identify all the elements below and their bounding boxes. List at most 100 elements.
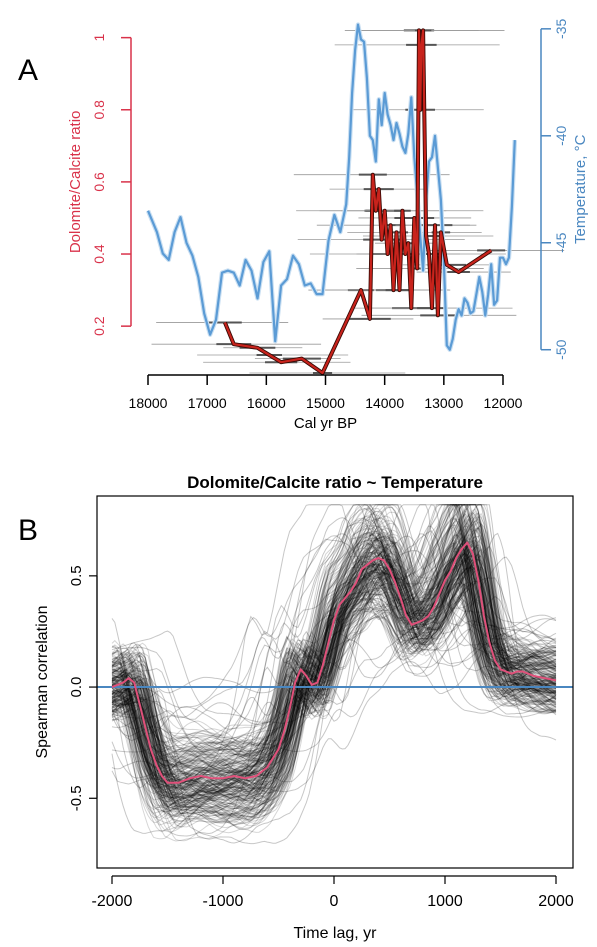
b-ensemble-line (111, 561, 557, 813)
b-ensemble-line (111, 519, 557, 781)
b-ensemble-line (111, 594, 557, 799)
b-ensemble-line (111, 549, 557, 753)
b-ensemble-line (111, 532, 557, 807)
b-ensemble-line (111, 516, 557, 815)
b-ensemble-line (111, 507, 557, 801)
b-median-line (111, 541, 557, 784)
b-chart-title: Dolomite/Calcite ratio ~ Temperature (187, 473, 483, 492)
b-ensemble-line (111, 550, 557, 822)
b-ensemble-line (111, 516, 557, 794)
b-ensemble-line (111, 564, 557, 765)
b-ensemble-line (111, 576, 557, 798)
b-ensemble-line (111, 540, 557, 787)
b-ensemble-line (111, 516, 557, 801)
a-right-axis: -50 -45 -40 -35 (540, 19, 569, 360)
b-ensemble-line (111, 580, 557, 781)
panel-a-letter: A (18, 54, 38, 87)
b-ensemble-line (111, 545, 557, 844)
b-ensemble-line (111, 557, 557, 777)
b-ensemble-line (111, 504, 557, 735)
panel-b-letter: B (18, 514, 38, 547)
b-ensemble-line (111, 568, 557, 759)
b-ensemble-line (111, 504, 557, 801)
b-ensemble-line (111, 504, 557, 837)
b-ensemble-line (111, 518, 557, 777)
b-ensemble-line (111, 518, 557, 824)
b-ensemble-line (111, 539, 557, 808)
b-ensemble-line (111, 641, 557, 800)
b-ensemble-line (111, 609, 557, 776)
b-ensemble-line (111, 581, 557, 799)
b-ensemble-line (111, 542, 557, 834)
b-ensemble-line (111, 504, 557, 808)
b-ensemble-line (111, 563, 557, 765)
b-ensemble-line (111, 550, 557, 724)
b-ensemble-line (111, 528, 557, 810)
a-left-axis: 0.2 0.4 0.6 0.8 1 (91, 34, 132, 336)
b-ensemble-line (111, 504, 557, 807)
b-ensemble-line (111, 533, 557, 800)
b-ensemble-line (111, 560, 557, 802)
b-ensemble-line (111, 566, 557, 757)
b-ensemble-line (111, 576, 557, 725)
b-ensemble-line (111, 566, 557, 800)
b-ensemble-line (111, 548, 557, 803)
b-median-series (111, 541, 557, 784)
b-ensemble-line (111, 551, 557, 823)
b-ensemble-line (111, 561, 557, 763)
b-ensemble-line (111, 550, 557, 793)
b-ensemble-line (111, 617, 557, 779)
b-x-tick-label: 0 (330, 893, 339, 910)
b-ensemble-line (111, 580, 556, 808)
b-ensemble-line (111, 524, 557, 826)
b-ensemble-line (111, 544, 557, 783)
b-ensemble-line (112, 566, 557, 816)
b-ensemble-line (111, 513, 557, 786)
b-ensemble-line (111, 504, 557, 789)
b-ensemble-line (111, 535, 557, 766)
b-ensemble-line (111, 574, 557, 787)
b-ensemble-line (111, 508, 556, 786)
b-ensemble-line (111, 504, 557, 796)
b-ensemble-line (111, 533, 557, 708)
b-ensemble-lines (111, 503, 557, 845)
b-ensemble-line (111, 542, 557, 804)
b-ensemble-line (111, 519, 557, 825)
b-ensemble-line (111, 516, 557, 807)
b-ensemble-line (111, 624, 557, 793)
b-ensemble-line (111, 566, 557, 768)
b-ensemble-line (111, 504, 556, 778)
a-x-axis-label: Cal yr BP (294, 415, 357, 432)
b-ensemble-line (111, 554, 557, 761)
a-left-tick-label: 0.6 (91, 172, 107, 192)
b-ensemble-line (111, 515, 557, 791)
b-ensemble-line (111, 567, 557, 799)
panel-b: Dolomite/Calcite ratio ~ Temperature -0.… (34, 473, 574, 942)
b-ensemble-line (111, 558, 557, 793)
b-ensemble-line (111, 559, 557, 774)
b-ensemble-line (111, 542, 557, 777)
b-ensemble-line (111, 555, 557, 815)
b-y-axis-label: Spearman correlation (34, 606, 51, 759)
b-ensemble-line (111, 583, 557, 795)
b-ensemble-line (111, 527, 557, 764)
b-ensemble-line (111, 538, 557, 821)
b-ensemble-line (111, 542, 557, 818)
b-ensemble-line (111, 586, 557, 780)
b-ensemble-line (111, 544, 557, 816)
b-x-tick-label: -1000 (203, 893, 244, 910)
b-ensemble-line (111, 504, 557, 801)
b-ensemble-line (111, 530, 557, 719)
b-ensemble-line (111, 606, 557, 782)
b-ensemble-line (111, 533, 557, 833)
b-ensemble-line (111, 504, 557, 801)
b-y-tick-label: -0.5 (68, 785, 85, 811)
b-ensemble-line (111, 571, 557, 808)
b-ensemble-line (111, 525, 557, 748)
b-ensemble-line (111, 512, 557, 833)
b-ensemble-line (111, 568, 557, 769)
b-ensemble-line (111, 559, 557, 772)
b-ensemble-line (111, 557, 557, 762)
b-ensemble-line (111, 555, 557, 774)
b-ensemble-line (111, 504, 557, 814)
